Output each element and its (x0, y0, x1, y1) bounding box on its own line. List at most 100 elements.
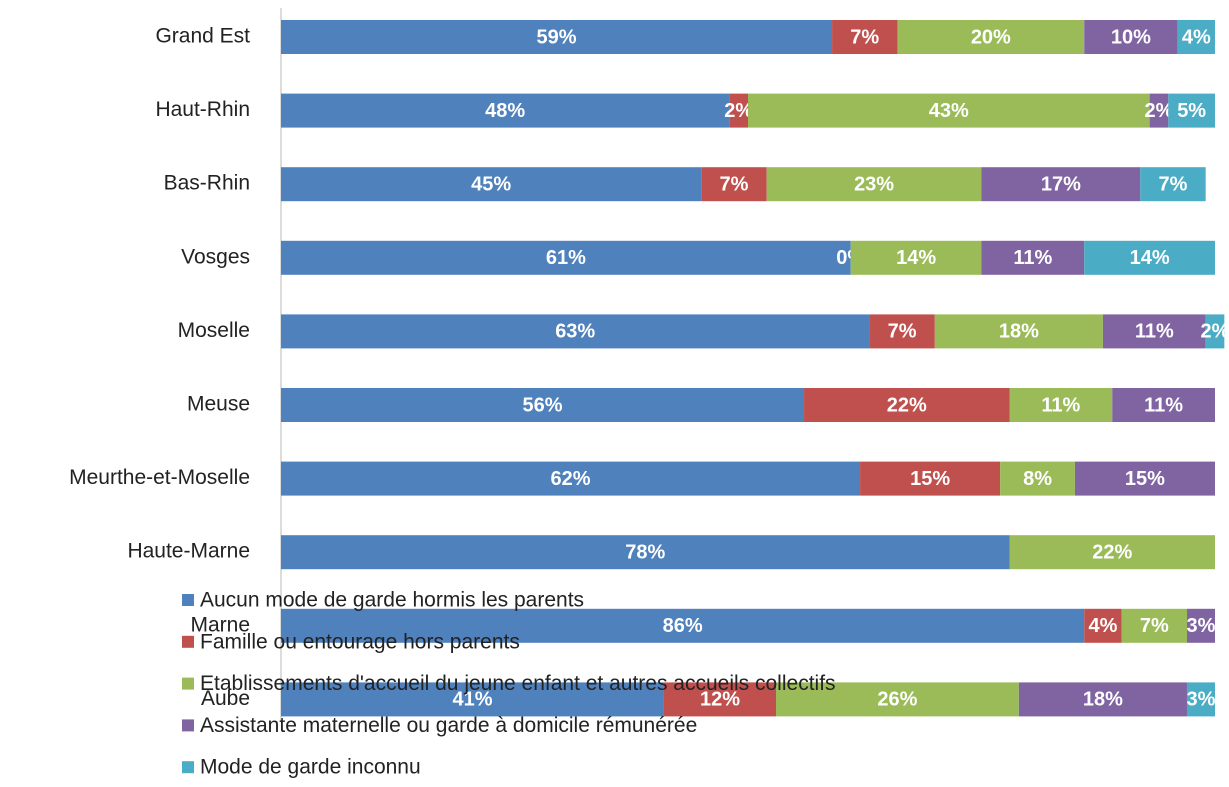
bar-segment (701, 167, 767, 202)
data-label: 7% (1140, 615, 1169, 637)
bar-segment (281, 461, 861, 496)
bar-segment (281, 20, 833, 54)
data-label: 15% (910, 468, 950, 490)
data-label: 15% (1125, 468, 1165, 490)
data-label: 7% (888, 321, 917, 343)
bar-segment (850, 240, 982, 275)
legend-label: Mode de garde inconnu (200, 756, 421, 779)
data-label: 17% (1041, 173, 1081, 195)
legend-label: Aucun mode de garde hormis les parents (200, 589, 584, 612)
bar-segment (1205, 314, 1225, 349)
data-label: 43% (929, 100, 969, 122)
bar-segment (981, 167, 1141, 202)
data-label: 11% (1144, 394, 1183, 416)
bar-segment (1186, 682, 1215, 717)
data-label: 3% (1187, 689, 1216, 711)
bar-segment (1140, 167, 1206, 202)
bar-segment (663, 682, 777, 717)
data-label: 4% (1088, 615, 1117, 637)
bar-segment (1009, 388, 1113, 422)
data-label: 61% (546, 247, 586, 269)
bar-segment (1186, 608, 1215, 643)
bar-segment (869, 314, 935, 349)
data-label: 26% (877, 689, 917, 711)
data-label: 3% (1187, 615, 1216, 637)
bar-segment (281, 535, 1010, 570)
data-label: 23% (854, 173, 894, 195)
bar-segment (804, 388, 1010, 422)
data-label: 2% (1201, 321, 1229, 343)
data-label: 4% (1182, 26, 1211, 48)
bar-segment (1177, 20, 1215, 54)
data-label: 22% (887, 394, 927, 416)
data-label: 2% (1145, 100, 1174, 122)
legend-swatch (182, 635, 194, 648)
bar-segment (1149, 93, 1169, 128)
bar-segment (1074, 461, 1215, 496)
legend-swatch (182, 719, 194, 732)
bar-segment (766, 167, 982, 202)
bar-segment (1121, 608, 1187, 643)
legend-swatch (182, 594, 194, 606)
bar-segment (1084, 608, 1122, 643)
y-tick-label: Grand Est (155, 25, 250, 48)
data-label: 41% (452, 689, 492, 711)
bar-segment (1009, 535, 1215, 570)
y-tick-label: Aube (201, 687, 250, 710)
y-tick-label: Meurthe-et-Moselle (69, 466, 250, 489)
data-label: 11% (1013, 247, 1052, 269)
bar-segment (281, 167, 702, 202)
bar-segment (281, 314, 870, 349)
y-tick-label: Marne (190, 613, 250, 636)
data-label: 14% (896, 247, 936, 269)
data-label: 59% (537, 26, 577, 48)
legend-swatch (182, 677, 194, 690)
y-tick-label: Meuse (187, 393, 250, 416)
y-tick-label: Moselle (178, 319, 250, 342)
data-label: 62% (551, 468, 591, 490)
data-label: 63% (555, 321, 595, 343)
bar-segment (1168, 93, 1215, 128)
data-label: 18% (999, 321, 1039, 343)
data-label: 86% (663, 615, 703, 637)
bar-segment (1084, 240, 1215, 275)
data-label: 12% (700, 689, 740, 711)
bar-segment (1112, 388, 1215, 422)
data-label: 2% (724, 100, 753, 122)
data-label: 45% (471, 173, 511, 195)
bar-segment (281, 93, 730, 128)
bar-segment (934, 314, 1103, 349)
data-label: 7% (720, 173, 749, 195)
bar-segment (981, 240, 1085, 275)
legend-label: Famille ou entourage hors parents (200, 630, 520, 653)
data-label: 14% (1130, 247, 1170, 269)
y-tick-label: Bas-Rhin (164, 172, 250, 195)
data-label: 20% (971, 26, 1011, 48)
bar-segment (1102, 314, 1206, 349)
bar-segment (897, 20, 1085, 54)
bar-segment (729, 93, 748, 128)
y-tick-label: Haut-Rhin (155, 98, 250, 121)
data-label: 8% (1023, 468, 1052, 490)
bar-segment (832, 20, 898, 54)
bar-segment (860, 461, 1001, 496)
data-label: 18% (1083, 689, 1123, 711)
legend-label: Assistante maternelle ou garde à domicil… (200, 714, 697, 737)
y-tick-label: Vosges (181, 245, 250, 268)
data-label: 7% (850, 26, 879, 48)
y-tick-label: Haute-Marne (127, 540, 250, 563)
bar-segment (281, 682, 664, 717)
data-label: 56% (523, 394, 563, 416)
data-label: 7% (1159, 173, 1188, 195)
bar-segment (1000, 461, 1075, 496)
bar-segment (1018, 682, 1187, 717)
bar-segment (281, 240, 851, 275)
data-label: 48% (485, 100, 525, 122)
data-label: 5% (1177, 100, 1206, 122)
data-label: 78% (625, 541, 665, 563)
bar-segment (281, 388, 805, 422)
data-label: 10% (1111, 26, 1151, 48)
bar-segment (1084, 20, 1178, 54)
bar-segment (281, 608, 1085, 643)
